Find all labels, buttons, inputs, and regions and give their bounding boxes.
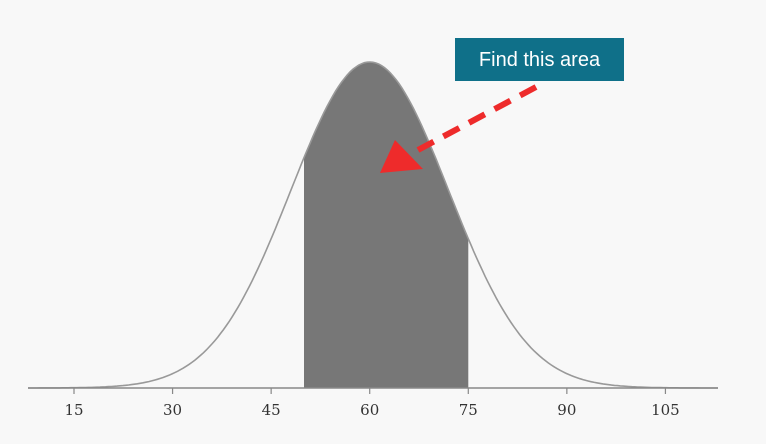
- x-axis-ticks: 15 30 45 60 75 90 105: [64, 388, 680, 419]
- x-tick-label: 60: [360, 401, 379, 419]
- x-tick-label: 15: [64, 401, 83, 419]
- shaded-area-region: [304, 62, 469, 388]
- normal-curve: [28, 61, 718, 389]
- callout: Find this area: [455, 38, 624, 81]
- callout-label: Find this area: [479, 49, 601, 71]
- callout-box: [455, 38, 624, 81]
- x-tick-label: 90: [557, 401, 576, 419]
- x-tick-label: 45: [262, 401, 281, 419]
- x-tick-label: 30: [163, 401, 182, 419]
- x-tick-label: 75: [459, 401, 478, 419]
- pointer-arrow: [380, 84, 538, 173]
- arrow-head: [380, 140, 423, 173]
- x-tick-label: 105: [651, 401, 680, 419]
- arrow-shaft: [416, 84, 538, 153]
